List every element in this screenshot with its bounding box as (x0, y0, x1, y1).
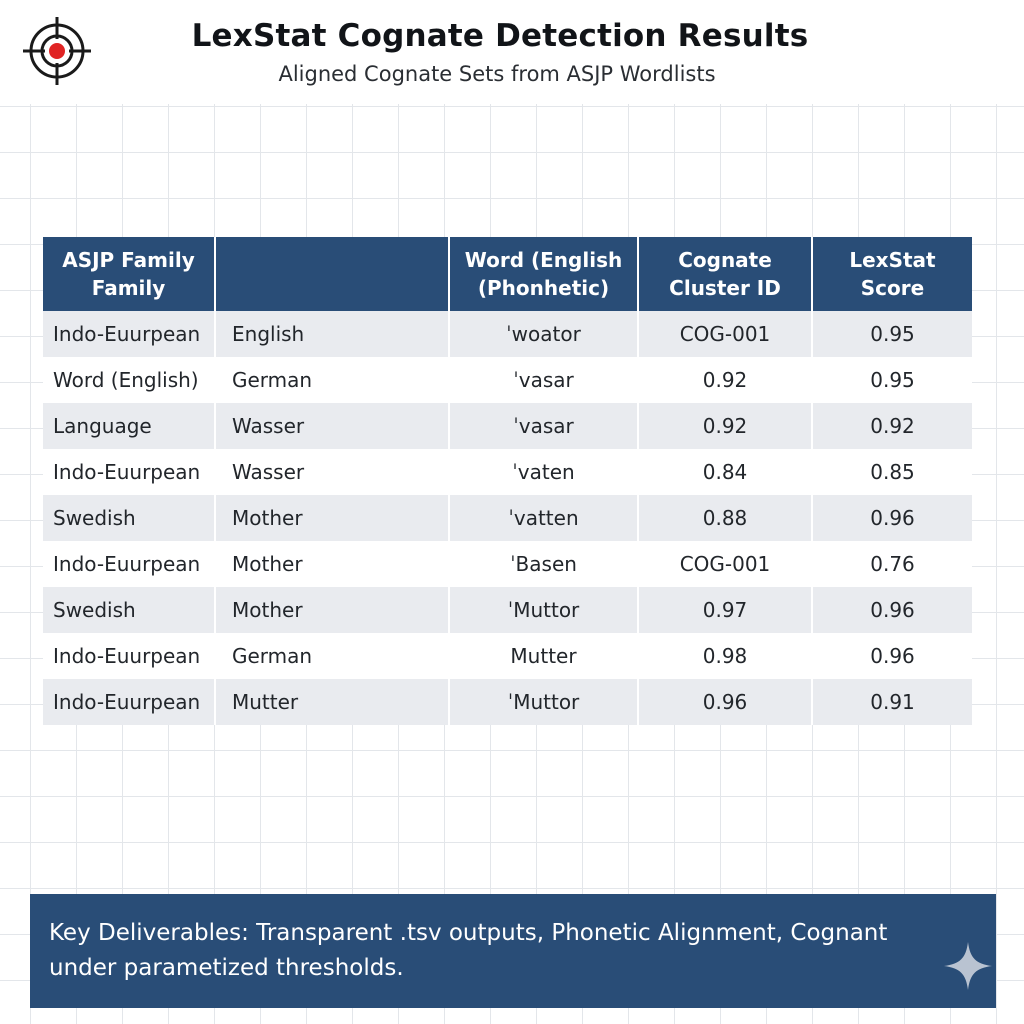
table-cell: Mutter (215, 679, 450, 725)
table-row[interactable]: Indo-Euurpean German Mutter 0.98 0.96 (43, 633, 972, 679)
table-cell: 0.98 (638, 633, 813, 679)
table-cell: 0.84 (638, 449, 813, 495)
column-header-asjp-family[interactable]: ASJP Family Family (43, 237, 216, 311)
table-cell: 0.76 (812, 541, 972, 587)
table-cell: 0.91 (812, 679, 972, 725)
table-row[interactable]: Word (English) German ˈvasar 0.92 0.95 (43, 357, 972, 403)
table-cell: Mother (215, 587, 450, 633)
table-cell: ˈwoator (449, 311, 639, 357)
table-cell: 0.92 (638, 403, 813, 449)
table-cell: ˈMuttor (449, 679, 639, 725)
table-cell: COG-001 (638, 311, 813, 357)
key-deliverables-text: Key Deliverables: Transparent .tsv outpu… (49, 920, 888, 981)
table-cell: 0.96 (812, 495, 972, 541)
table-cell: 0.92 (812, 403, 972, 449)
table-cell: 0.97 (638, 587, 813, 633)
table-row[interactable]: Indo-Euurpean English ˈwoator COG-001 0.… (43, 311, 972, 357)
table-cell: COG-001 (638, 541, 813, 587)
cognate-results-table: ASJP Family Family Word (English (Phonhe… (43, 237, 972, 725)
table-row[interactable]: Swedish Mother ˈMuttor 0.97 0.96 (43, 587, 972, 633)
table-cell: Indo-Euurpean (43, 311, 216, 357)
table-cell: ˈMuttor (449, 587, 639, 633)
table-cell: Word (English) (43, 357, 216, 403)
sparkle-icon (944, 942, 992, 990)
table-cell: German (215, 633, 450, 679)
table-cell: Indo-Euurpean (43, 633, 216, 679)
column-header-lexstat-score[interactable]: LexStat Score (812, 237, 972, 311)
table-cell: 0.95 (812, 311, 972, 357)
table-cell: ˈvasar (449, 357, 639, 403)
table-row[interactable]: Indo-Euurpean Wasser ˈvaten 0.84 0.85 (43, 449, 972, 495)
table-cell: Language (43, 403, 216, 449)
table-header-row: ASJP Family Family Word (English (Phonhe… (43, 237, 972, 311)
table-row[interactable]: Swedish Mother ˈvatten 0.88 0.96 (43, 495, 972, 541)
table-cell: 0.88 (638, 495, 813, 541)
target-icon (23, 17, 91, 85)
table-cell: English (215, 311, 450, 357)
table-cell: Wasser (215, 449, 450, 495)
key-deliverables-banner: Key Deliverables: Transparent .tsv outpu… (30, 894, 996, 1008)
table-cell: ˈvaten (449, 449, 639, 495)
table-cell: ˈBasen (449, 541, 639, 587)
table-cell: 0.92 (638, 357, 813, 403)
table-cell: Mutter (449, 633, 639, 679)
table-cell: 0.96 (638, 679, 813, 725)
column-header-language[interactable] (215, 237, 450, 311)
table-row[interactable]: Indo-Euurpean Mutter ˈMuttor 0.96 0.91 (43, 679, 972, 725)
table-cell: Swedish (43, 587, 216, 633)
page-header: LexStat Cognate Detection Results Aligne… (0, 0, 1024, 104)
table-cell: German (215, 357, 450, 403)
column-header-cluster-id[interactable]: Cognate Cluster ID (638, 237, 813, 311)
table-cell: 0.85 (812, 449, 972, 495)
table-cell: 0.96 (812, 633, 972, 679)
table-cell: Indo-Euurpean (43, 541, 216, 587)
table-cell: Indo-Euurpean (43, 449, 216, 495)
table-row[interactable]: Language Wasser ˈvasar 0.92 0.92 (43, 403, 972, 449)
page-title: LexStat Cognate Detection Results (191, 18, 809, 54)
table-cell: 0.95 (812, 357, 972, 403)
table-cell: Mother (215, 495, 450, 541)
table-cell: ˈvatten (449, 495, 639, 541)
page-subtitle: Aligned Cognate Sets from ASJP Wordlists (278, 62, 716, 86)
table-cell: Mother (215, 541, 450, 587)
table-cell: ˈvasar (449, 403, 639, 449)
table-cell: Swedish (43, 495, 216, 541)
table-cell: Indo-Euurpean (43, 679, 216, 725)
table-cell: 0.96 (812, 587, 972, 633)
table-row[interactable]: Indo-Euurpean Mother ˈBasen COG-001 0.76 (43, 541, 972, 587)
column-header-word[interactable]: Word (English (Phonhetic) (449, 237, 639, 311)
table-cell: Wasser (215, 403, 450, 449)
